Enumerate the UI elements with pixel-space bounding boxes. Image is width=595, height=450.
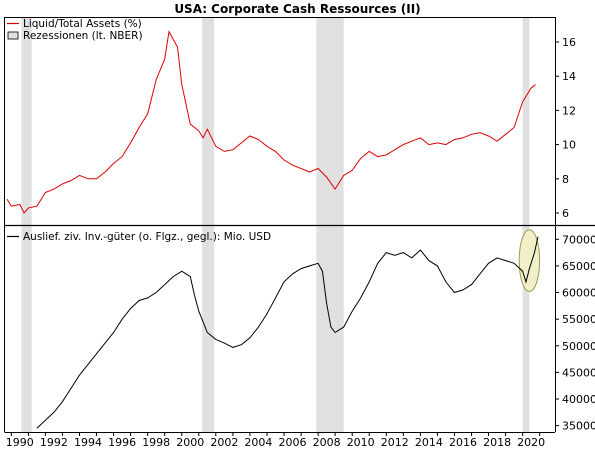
x-tick-label-13: 2016 (449, 436, 477, 449)
bottom-recession-bands (21, 226, 530, 432)
x-tick-label-3: 1996 (108, 436, 136, 449)
x-tick-label-10: 2010 (347, 436, 375, 449)
x-tick-label-0: 1990 (6, 436, 34, 449)
x-tick-label-15: 2020 (517, 436, 545, 449)
x-tick-label-2: 1994 (74, 436, 102, 449)
top-y-tick-label-2: 10 (562, 139, 576, 152)
bottom-y-tick-label-7: 70000 (562, 233, 595, 246)
x-tick-label-12: 2014 (415, 436, 443, 449)
bottom-legend: Auslief. ziv. Inv.-güter (o. Flgz., gegl… (7, 231, 271, 243)
top-legend-label-recession: Rezessionen (lt. NBER) (23, 30, 143, 42)
x-tick-label-5: 2000 (176, 436, 204, 449)
top-panel: 6 8 10 12 14 16 Liquid/Total Assets (%) Rezes… (6, 18, 576, 225)
highlight-ellipse (518, 229, 541, 293)
x-tick-label-1: 1992 (40, 436, 68, 449)
bottom-recession-band-1 (202, 226, 215, 432)
top-y-tick-label-5: 16 (562, 36, 576, 49)
x-tick-label-7: 2004 (244, 436, 272, 449)
x-axis: 1990 1992 1994 1996 1998 2000 2002 2004 2006 2008… (6, 432, 545, 449)
bottom-y-tick-label-3: 50000 (562, 340, 595, 353)
bottom-y-tick-label-1: 40000 (562, 393, 595, 406)
bottom-y-tick-label-6: 65000 (562, 260, 595, 273)
x-tick-label-9: 2008 (313, 436, 341, 449)
bottom-recession-band-3 (522, 226, 530, 432)
top-y-tick-label-1: 8 (562, 173, 569, 186)
bottom-y-tick-label-4: 55000 (562, 313, 595, 326)
top-legend: Liquid/Total Assets (%) Rezessionen (lt.… (7, 18, 143, 42)
top-legend-label-ratio: Liquid/Total Assets (%) (23, 18, 142, 30)
x-tick-label-8: 2006 (279, 436, 307, 449)
bottom-recession-band-2 (316, 226, 344, 432)
bottom-y-axis: 35000 40000 45000 50000 55000 60000 65000 70000 (555, 233, 595, 433)
bottom-recession-band-0 (21, 226, 32, 432)
bottom-y-tick-label-5: 60000 (562, 287, 595, 300)
top-y-tick-label-0: 6 (562, 207, 569, 220)
top-y-tick-label-3: 12 (562, 104, 576, 117)
top-recession-band-0 (21, 18, 32, 225)
top-recession-bands (21, 18, 530, 225)
x-tick-label-14: 2018 (483, 436, 511, 449)
top-recession-band-2 (316, 18, 344, 225)
top-series-line (6, 30, 536, 214)
bottom-series-line (36, 236, 539, 429)
top-y-axis: 6 8 10 12 14 16 (555, 36, 576, 220)
x-tick-label-4: 1998 (142, 436, 170, 449)
bottom-legend-label: Auslief. ziv. Inv.-güter (o. Flgz., gegl… (23, 231, 271, 243)
top-y-tick-label-4: 14 (562, 70, 576, 83)
top-legend-recession-swatch (7, 31, 19, 40)
top-recession-band-1 (202, 18, 215, 225)
x-tick-label-11: 2012 (381, 436, 409, 449)
bottom-y-tick-label-2: 45000 (562, 366, 595, 379)
chart-title: USA: Corporate Cash Ressources (II) (174, 2, 420, 16)
bottom-y-tick-label-0: 35000 (562, 420, 595, 433)
x-tick-label-6: 2002 (210, 436, 238, 449)
top-recession-band-3 (522, 18, 530, 225)
bottom-panel: 35000 40000 45000 50000 55000 60000 65000 70000… (7, 226, 595, 433)
